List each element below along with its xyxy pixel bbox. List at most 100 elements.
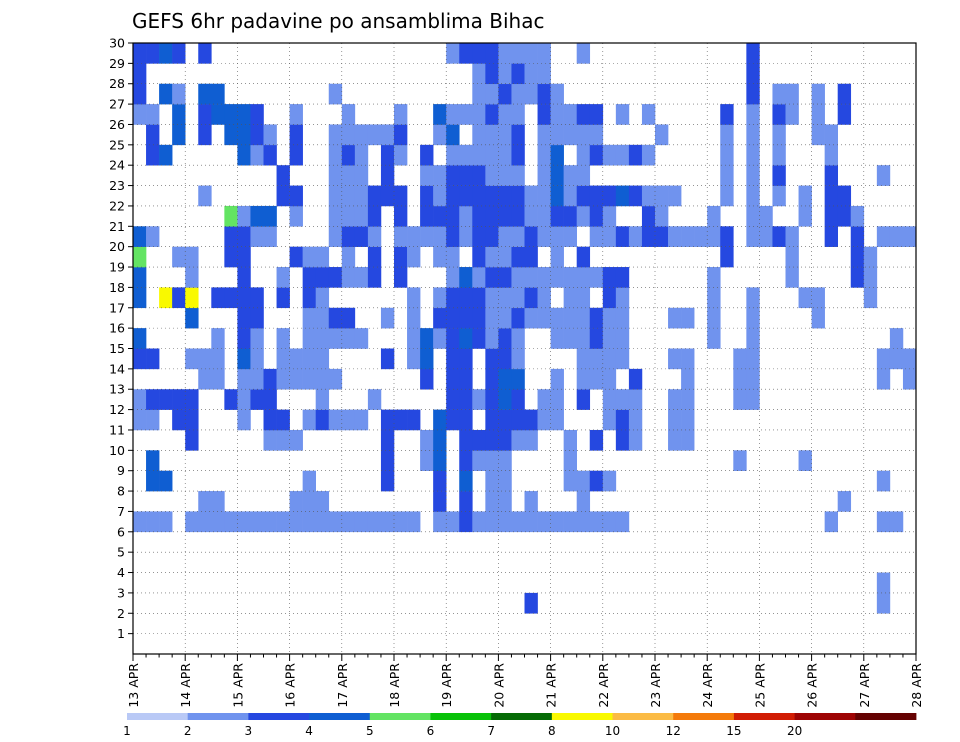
heatmap-cell <box>733 389 747 410</box>
heatmap-cell <box>524 307 538 329</box>
heatmap-cell <box>681 307 695 329</box>
heatmap-cell <box>668 348 682 370</box>
heatmap-cell <box>902 226 917 247</box>
heatmap-cell <box>681 409 695 431</box>
heatmap-cell <box>185 246 199 268</box>
heatmap-cell <box>367 226 382 247</box>
heatmap-cell <box>576 124 591 146</box>
heatmap-cell <box>668 429 682 451</box>
heatmap-cell <box>537 104 551 125</box>
heatmap-cell <box>263 226 277 247</box>
heatmap-cell <box>537 409 551 431</box>
heatmap-cell <box>159 43 173 64</box>
heatmap-cell <box>133 348 147 370</box>
y-tick-label: 23 <box>109 178 125 193</box>
heatmap-cell <box>185 429 199 451</box>
heatmap-cell <box>263 205 277 227</box>
heatmap-cell <box>198 348 212 370</box>
x-tick-label: 25 APR <box>752 663 767 708</box>
heatmap-cell <box>367 185 382 207</box>
heatmap-cell <box>198 83 212 105</box>
heatmap-cell <box>837 185 852 207</box>
heatmap-cell <box>485 267 499 288</box>
heatmap-cell <box>550 226 564 247</box>
heatmap-cell <box>472 246 486 268</box>
heatmap-cell <box>537 205 551 227</box>
heatmap-cell <box>302 511 316 533</box>
heatmap-cell <box>354 124 369 146</box>
heatmap-cell <box>668 409 682 431</box>
heatmap-cell <box>524 287 538 309</box>
heatmap-cell <box>524 205 538 227</box>
x-tick-label: 23 APR <box>648 663 663 708</box>
heatmap-cell <box>537 307 551 329</box>
heatmap-cell <box>446 267 460 288</box>
heatmap-cell <box>276 348 290 370</box>
heatmap-cells <box>133 43 917 614</box>
heatmap-cell <box>446 226 460 247</box>
heatmap-cell <box>315 368 330 390</box>
heatmap-cell <box>485 450 499 471</box>
heatmap-cell <box>550 185 564 207</box>
heatmap-cell <box>354 205 369 227</box>
heatmap-cell <box>446 287 460 309</box>
heatmap-cell <box>485 511 499 533</box>
heatmap-cell <box>380 470 395 492</box>
heatmap-cell <box>720 104 734 125</box>
heatmap-cell <box>354 511 369 533</box>
heatmap-cell <box>720 185 734 207</box>
heatmap-cell <box>224 124 238 146</box>
heatmap-cell <box>537 144 551 166</box>
heatmap-cell <box>876 226 891 247</box>
heatmap-cell <box>263 368 277 390</box>
heatmap-cell <box>485 491 499 512</box>
heatmap-cell <box>641 185 656 207</box>
heatmap-cell <box>733 368 747 390</box>
heatmap-cell <box>237 307 251 329</box>
heatmap-cell <box>511 165 525 186</box>
heatmap-cell <box>563 124 577 146</box>
heatmap-cell <box>524 63 538 85</box>
heatmap-cell <box>811 287 825 309</box>
heatmap-cell <box>276 368 290 390</box>
heatmap-cell <box>407 328 421 349</box>
heatmap-cell <box>681 348 695 370</box>
heatmap-cell <box>420 165 434 186</box>
colorbar-segment <box>612 713 674 720</box>
heatmap-cell <box>511 267 525 288</box>
heatmap-cell <box>302 470 316 492</box>
heatmap-cell <box>576 491 591 512</box>
heatmap-cell <box>615 409 630 431</box>
heatmap-cell <box>746 63 760 85</box>
heatmap-cell <box>459 429 473 451</box>
heatmap-cell <box>133 63 147 85</box>
heatmap-cell <box>655 124 669 146</box>
heatmap-cell <box>341 165 356 186</box>
heatmap-cell <box>628 368 643 390</box>
heatmap-cell <box>172 43 186 64</box>
heatmap-cell <box>237 124 251 146</box>
heatmap-cell <box>446 124 460 146</box>
heatmap-cell <box>237 267 251 288</box>
heatmap-cell <box>498 491 512 512</box>
heatmap-cell <box>224 226 238 247</box>
heatmap-cell <box>133 226 147 247</box>
heatmap-cell <box>289 205 303 227</box>
colorbar-label: 12 <box>666 724 681 738</box>
heatmap-cell <box>498 104 512 125</box>
heatmap-cell <box>472 307 486 329</box>
heatmap-cell <box>198 491 212 512</box>
x-tick-label: 22 APR <box>596 663 611 708</box>
heatmap-cell <box>563 165 577 186</box>
heatmap-cell <box>811 124 825 146</box>
heatmap-cell <box>628 185 643 207</box>
heatmap-cell <box>511 287 525 309</box>
heatmap-cell <box>811 83 825 105</box>
colorbar-segment <box>309 713 371 720</box>
heatmap-cell <box>433 470 447 492</box>
x-tick-label: 14 APR <box>178 663 193 708</box>
heatmap-cell <box>589 328 604 349</box>
heatmap-cell <box>550 165 564 186</box>
heatmap-cell <box>589 205 604 227</box>
heatmap-cell <box>511 83 525 105</box>
